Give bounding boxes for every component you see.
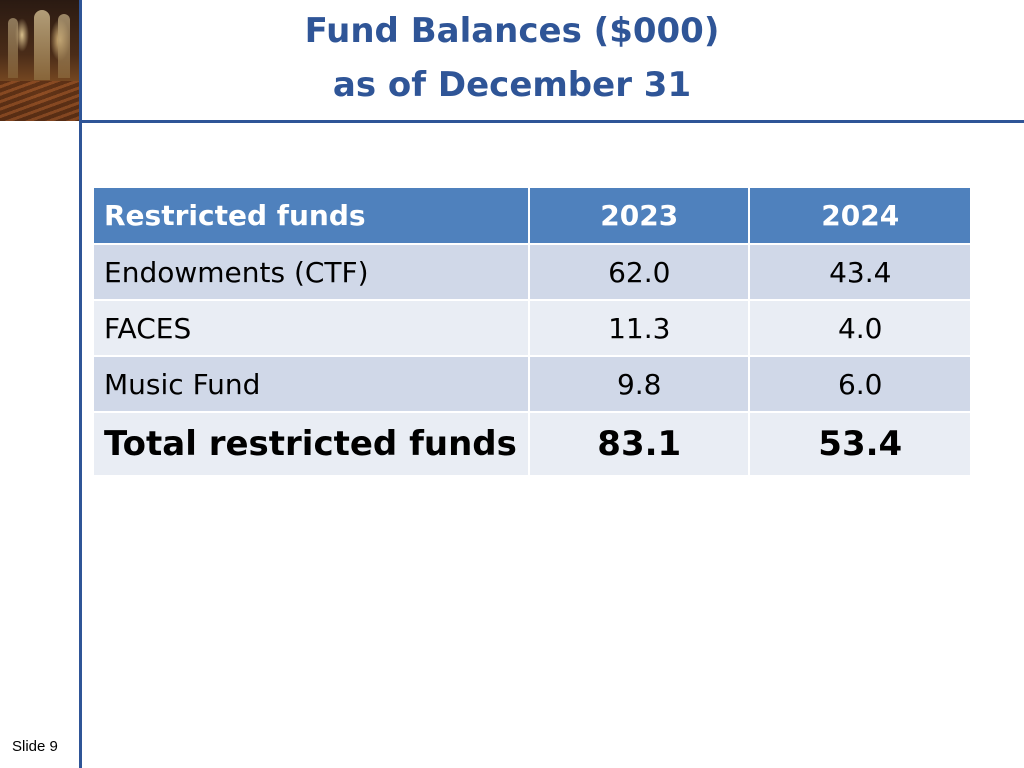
title-line-2: as of December 31 (332, 65, 692, 105)
slide-number: Slide 9 (12, 738, 58, 755)
row-label: Endowments (CTF) (92, 243, 530, 301)
vertical-divider (79, 0, 82, 768)
total-2024: 53.4 (748, 411, 972, 477)
cell-2023: 62.0 (527, 243, 751, 301)
church-interior-photo (0, 0, 79, 121)
table-row: Endowments (CTF) 62.0 43.4 (92, 243, 972, 301)
table-header-row: Restricted funds 2023 2024 (92, 186, 972, 245)
cell-2024: 6.0 (748, 355, 972, 413)
cell-2023: 9.8 (527, 355, 751, 413)
stained-glass-window (8, 18, 18, 78)
cell-2024: 43.4 (748, 243, 972, 301)
stained-glass-window (58, 14, 70, 78)
row-label: Music Fund (92, 355, 530, 413)
title-line-1: Fund Balances ($000) (304, 11, 720, 51)
row-label: FACES (92, 299, 530, 357)
pews (0, 81, 79, 121)
cell-2023: 11.3 (527, 299, 751, 357)
slide-title: Fund Balances ($000) as of December 31 (82, 4, 942, 112)
horizontal-divider (79, 120, 1024, 123)
header-restricted-funds: Restricted funds (92, 186, 530, 245)
table-row: Music Fund 9.8 6.0 (92, 355, 972, 413)
total-2023: 83.1 (527, 411, 751, 477)
header-year-2024: 2024 (748, 186, 972, 245)
table-row: FACES 11.3 4.0 (92, 299, 972, 357)
stained-glass-window (34, 10, 50, 80)
fund-balances-table: Restricted funds 2023 2024 Endowments (C… (92, 186, 972, 477)
header-year-2023: 2023 (527, 186, 751, 245)
total-label: Total restricted funds (92, 411, 530, 477)
cell-2024: 4.0 (748, 299, 972, 357)
total-row: Total restricted funds 83.1 53.4 (92, 411, 972, 477)
